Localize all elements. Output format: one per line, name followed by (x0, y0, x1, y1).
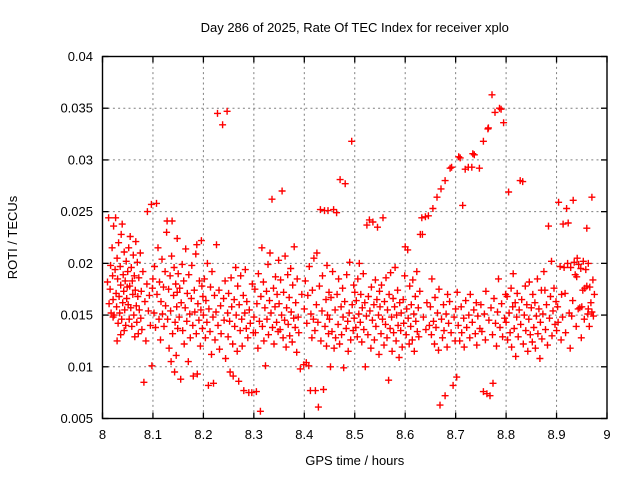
x-tick-labels: 8 8.1 8.2 8.3 8.4 8.5 8.6 8.7 8.8 8.9 9 (99, 427, 611, 442)
y-tick-label: 0.015 (60, 308, 93, 323)
x-tick-label: 8.6 (396, 427, 414, 442)
x-axis-label: GPS time / hours (305, 453, 404, 468)
x-tick-label: 8.8 (497, 427, 515, 442)
y-tick-label: 0.005 (60, 411, 93, 426)
x-tick-label: 8.5 (346, 427, 364, 442)
axis-ticks (101, 55, 608, 420)
x-tick-label: 8 (99, 427, 106, 442)
y-axis-label: ROTI / TECUs (5, 195, 20, 279)
y-tick-labels: 0.005 0.01 0.015 0.02 0.025 0.03 0.035 0.04 (60, 49, 93, 426)
y-tick-label: 0.02 (68, 256, 93, 271)
y-tick-label: 0.01 (68, 359, 93, 374)
x-tick-label: 8.7 (447, 427, 465, 442)
x-tick-label: 8.2 (194, 427, 212, 442)
x-tick-label: 8.4 (295, 427, 313, 442)
x-tick-label: 9 (603, 427, 610, 442)
x-tick-label: 8.1 (144, 427, 162, 442)
y-tick-label: 0.03 (68, 152, 93, 167)
y-tick-label: 0.025 (60, 204, 93, 219)
scatter-points (104, 91, 598, 415)
y-tick-label: 0.04 (68, 49, 93, 64)
x-tick-label: 8.9 (548, 427, 566, 442)
chart-title: Day 286 of 2025, Rate Of TEC Index for r… (201, 20, 509, 35)
x-tick-label: 8.3 (245, 427, 263, 442)
y-tick-label: 0.035 (60, 101, 93, 116)
gridlines (102, 56, 607, 419)
